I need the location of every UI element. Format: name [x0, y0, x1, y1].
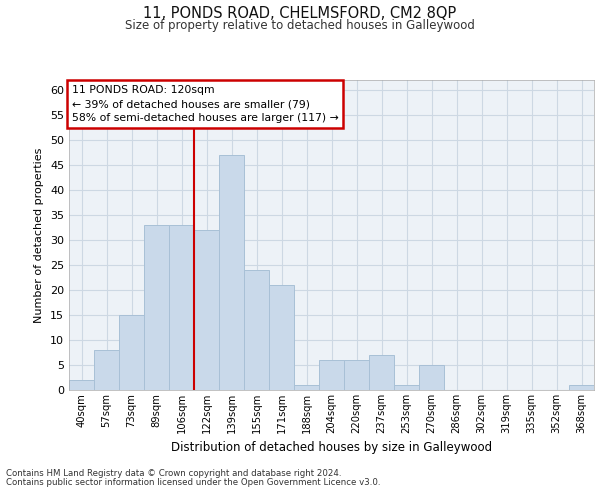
Y-axis label: Number of detached properties: Number of detached properties: [34, 148, 44, 322]
Bar: [269, 285, 294, 390]
Bar: [344, 360, 369, 390]
Bar: [419, 365, 444, 390]
Bar: [569, 385, 594, 390]
Bar: [294, 385, 319, 390]
Bar: [169, 225, 194, 390]
Bar: [144, 225, 169, 390]
Bar: [319, 360, 344, 390]
Text: Contains HM Land Registry data © Crown copyright and database right 2024.: Contains HM Land Registry data © Crown c…: [6, 469, 341, 478]
Text: 11 PONDS ROAD: 120sqm
← 39% of detached houses are smaller (79)
58% of semi-deta: 11 PONDS ROAD: 120sqm ← 39% of detached …: [71, 84, 338, 124]
Bar: [119, 315, 144, 390]
Bar: [69, 380, 94, 390]
Bar: [94, 350, 119, 390]
Bar: [194, 230, 219, 390]
Bar: [394, 385, 419, 390]
Bar: [244, 270, 269, 390]
X-axis label: Distribution of detached houses by size in Galleywood: Distribution of detached houses by size …: [171, 442, 492, 454]
Text: Contains public sector information licensed under the Open Government Licence v3: Contains public sector information licen…: [6, 478, 380, 487]
Text: 11, PONDS ROAD, CHELMSFORD, CM2 8QP: 11, PONDS ROAD, CHELMSFORD, CM2 8QP: [143, 6, 457, 20]
Text: Size of property relative to detached houses in Galleywood: Size of property relative to detached ho…: [125, 19, 475, 32]
Bar: [369, 355, 394, 390]
Bar: [219, 155, 244, 390]
